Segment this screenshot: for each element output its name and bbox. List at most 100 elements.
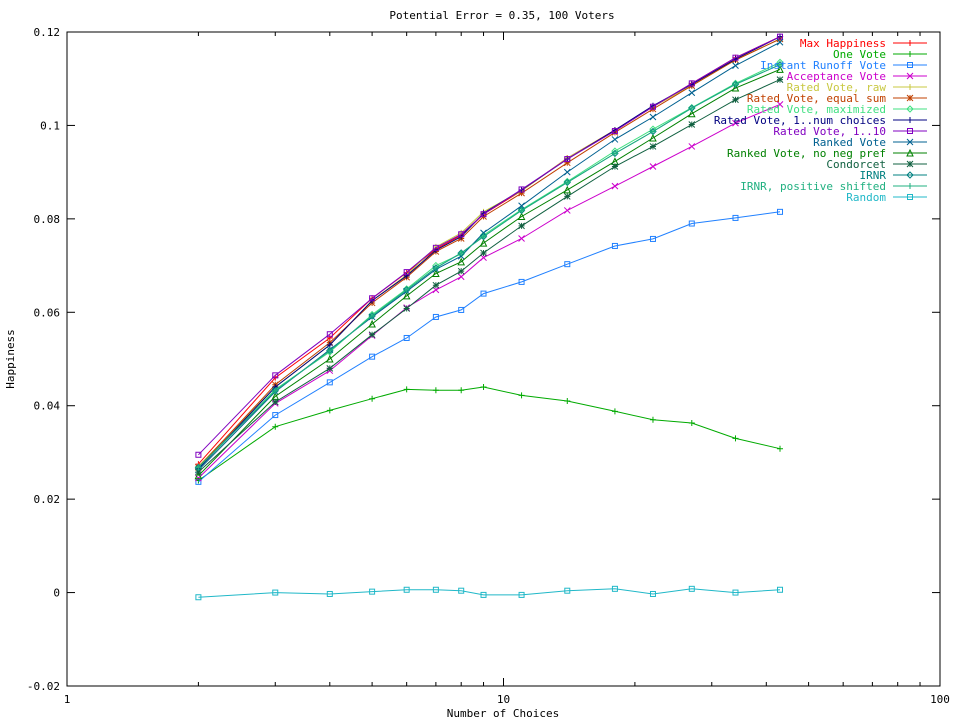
data-point <box>518 222 525 230</box>
data-point <box>611 150 618 157</box>
data-point <box>325 354 334 363</box>
series-0 <box>195 33 784 468</box>
data-point <box>649 143 657 150</box>
data-point <box>518 189 525 197</box>
data-point <box>688 121 696 128</box>
data-point <box>649 103 656 110</box>
legend-marker <box>907 183 913 189</box>
series-14 <box>195 585 784 601</box>
data-point <box>326 347 333 354</box>
data-point <box>518 278 525 285</box>
series-line <box>198 36 781 456</box>
data-point <box>776 101 784 108</box>
data-point <box>432 264 439 271</box>
data-point <box>688 220 695 227</box>
data-point <box>563 207 571 214</box>
data-point <box>458 387 465 394</box>
data-point <box>457 257 466 266</box>
legend-marker <box>906 148 914 157</box>
data-point <box>611 136 619 143</box>
data-point <box>402 291 411 300</box>
data-point <box>368 331 376 339</box>
data-point <box>732 435 739 442</box>
data-point <box>369 313 376 320</box>
data-point <box>776 38 784 46</box>
legend-marker <box>906 160 914 168</box>
legend-label: Ranked Vote, no neg pref <box>727 147 886 160</box>
data-point <box>458 306 465 313</box>
series-line <box>198 36 781 465</box>
legend-marker <box>906 94 914 102</box>
legend-label: Rated Vote, 1..num choices <box>714 114 886 127</box>
data-point <box>776 76 784 84</box>
legend-marker <box>906 72 914 80</box>
data-point <box>687 109 696 118</box>
data-point <box>611 163 619 170</box>
data-point <box>732 214 739 221</box>
data-point <box>272 372 279 379</box>
legend-label: One Vote <box>833 48 886 61</box>
data-point <box>403 286 410 293</box>
data-point <box>688 80 695 87</box>
legend-label: Condorcet <box>826 158 886 171</box>
data-point <box>518 202 525 210</box>
legend-label: Rated Vote, 1..10 <box>773 125 886 138</box>
data-point <box>432 387 439 394</box>
legend-label: Rated Vote, equal sum <box>747 92 886 105</box>
y-tick-label: -0.02 <box>27 680 60 693</box>
data-point <box>564 156 571 163</box>
legend-marker <box>907 194 913 200</box>
y-axis: -0.02 0 0.02 0.04 0.06 0.08 0.1 0.12 <box>27 26 940 693</box>
series-5 <box>195 35 784 471</box>
data-point <box>432 586 439 593</box>
series-13 <box>195 61 784 471</box>
data-point <box>272 589 279 596</box>
x-tick-label: 10 <box>497 693 510 706</box>
data-point <box>732 589 739 596</box>
data-point <box>457 273 465 281</box>
series-line <box>198 36 781 470</box>
series-7 <box>195 33 784 472</box>
series-4 <box>195 36 784 470</box>
y-tick-label: 0 <box>53 587 60 600</box>
data-point <box>195 594 202 601</box>
data-point <box>563 159 571 167</box>
y-tick-label: 0.06 <box>34 306 61 319</box>
data-point <box>195 478 202 485</box>
data-point <box>432 244 439 251</box>
series-line <box>198 211 781 483</box>
series-11 <box>195 76 784 476</box>
data-point <box>732 81 739 88</box>
data-point <box>611 408 618 415</box>
data-point <box>369 353 376 360</box>
data-point <box>517 212 526 221</box>
series-line <box>198 103 781 479</box>
legend-label: Random <box>846 191 886 204</box>
data-point <box>326 590 333 597</box>
data-point <box>403 272 410 279</box>
data-point <box>776 65 784 73</box>
legend-marker <box>907 40 913 46</box>
series-line <box>198 68 781 477</box>
legend-label: IRNR <box>860 169 887 182</box>
data-point <box>611 128 618 135</box>
data-point <box>518 207 525 214</box>
series-2 <box>195 208 784 485</box>
data-point <box>272 423 279 430</box>
y-tick-label: 0.08 <box>34 213 61 226</box>
data-point <box>777 61 784 68</box>
series-line <box>198 79 781 473</box>
series-layer <box>194 33 784 601</box>
series-line <box>198 38 781 468</box>
data-point <box>403 305 411 312</box>
data-point <box>368 319 376 328</box>
data-point <box>272 387 279 394</box>
data-point <box>563 193 571 200</box>
data-point <box>369 295 376 302</box>
data-point <box>564 587 571 594</box>
series-10 <box>194 65 784 480</box>
data-point <box>480 249 487 257</box>
data-point <box>564 398 571 405</box>
